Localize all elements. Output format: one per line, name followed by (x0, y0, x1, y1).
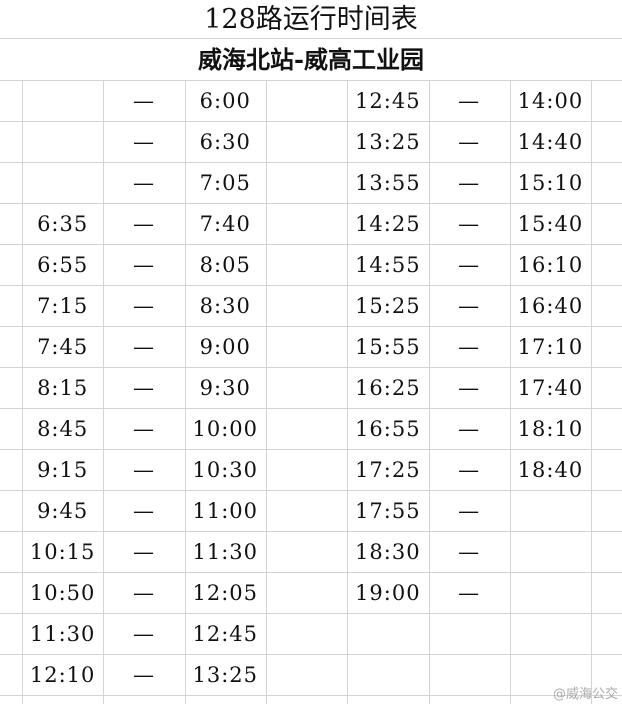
time-cell: 12:45 (355, 89, 421, 113)
time-cell: 14:00 (517, 89, 584, 113)
title: 128路运行时间表 (204, 4, 418, 35)
time-cell: — (458, 376, 481, 400)
time-cell: 14:40 (517, 130, 584, 154)
time-cell: 11:30 (192, 540, 258, 564)
time-cell: 9:00 (199, 335, 251, 359)
time-cell: 15:40 (517, 212, 584, 236)
time-cell: 16:40 (517, 294, 584, 318)
time-cell: — (132, 89, 155, 113)
time-cell: 15:55 (355, 335, 421, 359)
time-cell: 8:05 (199, 253, 251, 277)
watermark: @威海公交 (552, 687, 618, 702)
time-cell: 9:45 (37, 499, 89, 523)
time-cell: 15:25 (355, 294, 421, 318)
time-cell: 10:50 (29, 581, 96, 605)
time-cell: 19:00 (355, 581, 421, 605)
time-cell: 7:45 (37, 335, 89, 359)
time-cell: — (132, 294, 155, 318)
time-cell: 11:30 (29, 622, 96, 646)
time-cell: 18:40 (517, 458, 584, 482)
time-cell: 6:55 (37, 253, 89, 277)
time-cell: — (132, 130, 155, 154)
time-cell: 8:15 (37, 376, 89, 400)
time-cell: 16:55 (355, 417, 421, 441)
time-cell: 7:15 (37, 294, 89, 318)
time-cell: 16:25 (355, 376, 421, 400)
time-cell: — (132, 212, 155, 236)
time-cell: — (132, 540, 155, 564)
time-cell: 6:30 (199, 130, 251, 154)
time-cell: 12:10 (29, 663, 96, 687)
time-cell: — (458, 581, 481, 605)
time-cell: 12:45 (192, 622, 258, 646)
time-cell: 13:25 (192, 663, 258, 687)
time-cell: — (132, 458, 155, 482)
time-cell: 13:55 (355, 171, 421, 195)
time-cell: 16:10 (517, 253, 584, 277)
time-cell: — (458, 499, 481, 523)
time-cell: 10:00 (192, 417, 258, 441)
time-cell: 18:30 (355, 540, 421, 564)
time-cell: — (132, 663, 155, 687)
time-cell: 14:25 (355, 212, 421, 236)
time-cell: — (458, 212, 481, 236)
time-cell: 15:10 (517, 171, 584, 195)
time-cell: 14:55 (355, 253, 421, 277)
time-cell: 11:00 (192, 499, 258, 523)
time-cell: — (132, 499, 155, 523)
time-cell: 13:25 (355, 130, 421, 154)
subtitle: 威海北站-威高工业园 (198, 45, 424, 74)
time-cell: — (458, 89, 481, 113)
time-cell: — (458, 294, 481, 318)
time-cell: — (132, 581, 155, 605)
time-cell: 8:45 (37, 417, 89, 441)
time-cell: — (132, 622, 155, 646)
time-cell: 17:55 (355, 499, 421, 523)
time-cell: 6:35 (37, 212, 89, 236)
time-cell: 17:10 (517, 335, 584, 359)
time-cell: 6:00 (199, 89, 251, 113)
time-cell: 10:30 (192, 458, 258, 482)
time-cell: 7:40 (199, 212, 251, 236)
time-cell: — (458, 253, 481, 277)
time-cell: — (132, 335, 155, 359)
time-cell: — (458, 458, 481, 482)
time-cell: — (132, 376, 155, 400)
time-cell: 10:15 (29, 540, 96, 564)
time-cell: — (458, 335, 481, 359)
time-cell: 7:05 (199, 171, 251, 195)
time-cell: 9:15 (37, 458, 89, 482)
time-cell: 8:30 (199, 294, 251, 318)
time-cell: — (132, 171, 155, 195)
time-cell: — (458, 417, 481, 441)
time-cell: — (458, 171, 481, 195)
time-cell: 17:40 (517, 376, 584, 400)
time-cell: 9:30 (199, 376, 251, 400)
time-cell: — (458, 540, 481, 564)
time-cell: — (458, 130, 481, 154)
time-cell: 12:05 (192, 581, 258, 605)
time-cell: — (132, 253, 155, 277)
time-cell: — (132, 417, 155, 441)
time-cell: 18:10 (517, 417, 584, 441)
time-cell: 17:25 (355, 458, 421, 482)
